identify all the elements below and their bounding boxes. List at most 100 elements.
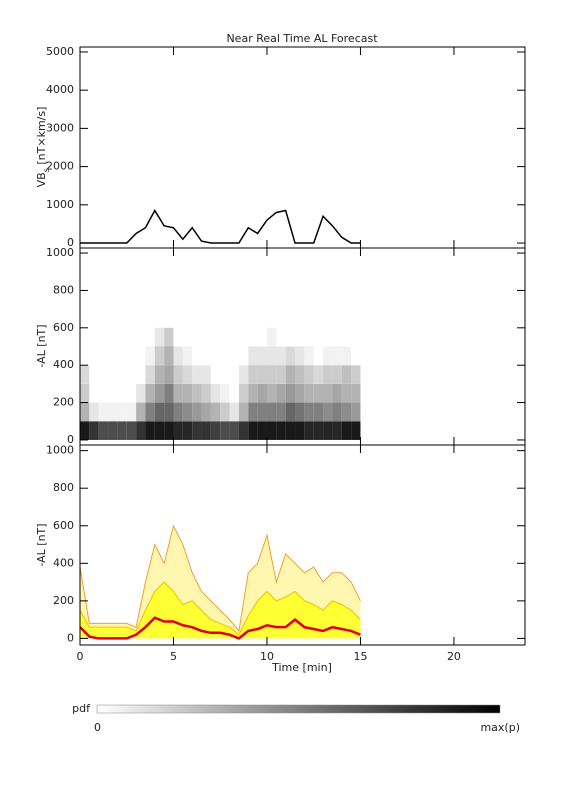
y-tick-label: 2000 xyxy=(46,160,74,173)
heatmap-cell xyxy=(117,402,127,422)
heatmap-cell xyxy=(173,327,183,347)
heatmap-cell xyxy=(98,346,109,366)
heatmap-cell xyxy=(266,327,277,347)
heatmap-cell xyxy=(173,365,183,384)
heatmap-cell xyxy=(313,402,324,422)
heatmap-cell xyxy=(192,383,202,403)
heatmap-cell xyxy=(295,365,305,384)
heatmap-cell xyxy=(351,365,361,384)
heatmap-cell xyxy=(136,365,146,384)
heatmap-cell xyxy=(173,402,183,422)
heatmap-cell xyxy=(323,327,333,347)
heatmap-cell xyxy=(229,327,239,347)
heatmap-cell xyxy=(285,383,296,403)
heatmap-cell xyxy=(108,346,118,366)
heatmap-cell xyxy=(323,383,333,403)
heatmap-cell xyxy=(126,383,137,403)
heatmap-cell xyxy=(136,421,146,440)
heatmap-cell xyxy=(313,327,324,347)
heatmap-cell xyxy=(276,383,286,403)
heatmap-cell xyxy=(173,346,183,366)
heatmap-cell xyxy=(295,346,305,366)
colorbar xyxy=(96,704,501,714)
heatmap-cell xyxy=(229,365,239,384)
heatmap-cell xyxy=(285,402,296,422)
heatmap-cell xyxy=(332,421,342,440)
heatmap-cell xyxy=(248,383,258,403)
heatmap-cell xyxy=(276,346,286,366)
heatmap-cell xyxy=(341,327,352,347)
heatmap-cell xyxy=(89,346,99,366)
colorbar-min: 0 xyxy=(94,721,101,734)
heatmap-cell xyxy=(313,383,324,403)
heatmap-cell xyxy=(341,365,352,384)
heatmap-cell xyxy=(332,365,342,384)
y-tick-label: 4000 xyxy=(46,83,74,96)
heatmap-cell xyxy=(89,365,99,384)
heatmap-cell xyxy=(192,346,202,366)
y-label-sub: s xyxy=(42,168,51,172)
heatmap-cell xyxy=(266,421,277,440)
area-line xyxy=(79,524,361,633)
y-tick-label: 800 xyxy=(53,481,74,494)
heatmap-cell xyxy=(89,327,99,347)
heatmap-cell xyxy=(276,402,286,422)
y-tick-label: 400 xyxy=(53,556,74,569)
heatmap-cell xyxy=(98,421,109,440)
y-tick-label: 600 xyxy=(53,519,74,532)
heatmap-cell xyxy=(126,402,137,422)
heatmap-cell xyxy=(295,421,305,440)
heatmap-cell xyxy=(238,365,249,384)
heatmap-cell xyxy=(80,346,90,366)
heatmap-cell xyxy=(304,402,314,422)
heatmap-cell xyxy=(108,402,118,422)
heatmap-cell xyxy=(229,421,239,440)
heatmap-cell xyxy=(238,327,249,347)
heatmap-cell xyxy=(266,383,277,403)
y-tick-label: 600 xyxy=(53,321,74,334)
heatmap-cell xyxy=(192,421,202,440)
heatmap-cell xyxy=(154,365,165,384)
heatmap-cell xyxy=(210,346,221,366)
heatmap-cell xyxy=(295,327,305,347)
y-tick-label: 5000 xyxy=(46,45,74,58)
heatmap-cell xyxy=(285,421,296,440)
heatmap-cell xyxy=(229,383,239,403)
heatmap-cell xyxy=(117,421,127,440)
area-line xyxy=(79,581,361,636)
y-axis-label: -AL [nT] xyxy=(35,324,48,367)
y-axis-label: VBs [nT×km/s] xyxy=(35,107,51,188)
y-label-main: VB xyxy=(35,172,48,187)
heatmap-cell xyxy=(257,402,267,422)
heatmap-cell xyxy=(136,327,146,347)
y-tick-label: 0 xyxy=(67,236,74,249)
heatmap-cell xyxy=(164,383,174,403)
x-tick-label: 5 xyxy=(170,650,177,663)
heatmap-cell xyxy=(220,383,230,403)
heatmap-cell xyxy=(154,402,165,422)
y-tick-label: 1000 xyxy=(46,198,74,211)
heatmap-cell xyxy=(248,327,258,347)
heatmap-cell xyxy=(210,421,221,440)
heatmap-cell xyxy=(117,365,127,384)
area-line xyxy=(79,616,361,640)
x-axis-label: Time [min] xyxy=(271,661,332,674)
heatmap-cell xyxy=(276,365,286,384)
heatmap-cell xyxy=(145,346,155,366)
heatmap-cell xyxy=(238,383,249,403)
heatmap-cell xyxy=(220,365,230,384)
heatmap-cell xyxy=(332,383,342,403)
heatmap-cell xyxy=(276,421,286,440)
heatmap-cell xyxy=(182,402,193,422)
x-tick-label: 0 xyxy=(77,650,84,663)
heatmap-cell xyxy=(145,365,155,384)
x-tick-label: 10 xyxy=(260,650,274,663)
heatmap-cell xyxy=(341,383,352,403)
heatmap-cell xyxy=(313,365,324,384)
heatmap-cell xyxy=(201,346,211,366)
y-tick-label: 0 xyxy=(67,631,74,644)
heatmap-cell xyxy=(210,365,221,384)
heatmap-cell xyxy=(201,327,211,347)
heatmap-cell xyxy=(248,402,258,422)
y-label-unit: [nT×km/s] xyxy=(35,107,48,169)
